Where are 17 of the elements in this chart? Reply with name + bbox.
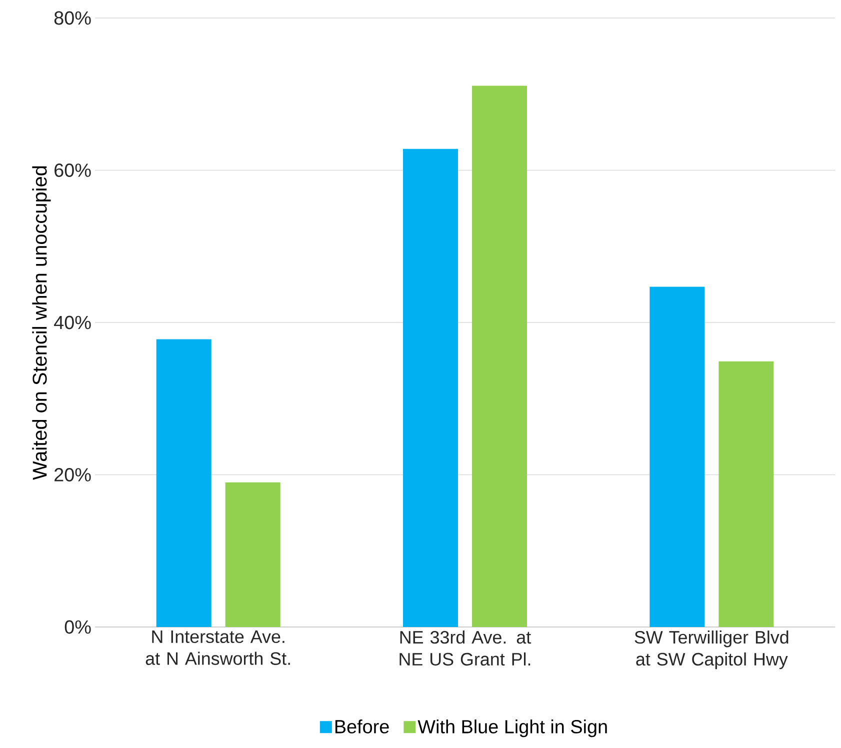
- legend-label: Before: [335, 720, 389, 734]
- x-tick-label: NE 33rd Ave. at NE US Grant Pl.: [400, 630, 531, 666]
- bar: [403, 148, 458, 627]
- bar: [156, 339, 212, 627]
- bar: [718, 361, 774, 627]
- y-tick-label: 20%: [54, 468, 91, 482]
- x-tick-label: SW Terwilliger Blvd at SW Capitol Hwy: [634, 630, 788, 670]
- y-tick-label: 60%: [54, 164, 91, 177]
- y-axis-title: Waited on Stencil when unoccupied: [32, 166, 51, 480]
- x-tick-label: N Interstate Ave. at N Ainsworth St.: [146, 630, 290, 665]
- bar: [225, 482, 280, 627]
- bar: [472, 86, 528, 627]
- y-tick-label: 80%: [54, 11, 91, 25]
- bar: [650, 286, 705, 627]
- legend-label: With Blue Light in Sign: [418, 719, 607, 738]
- y-tick-label: 0%: [64, 620, 91, 634]
- y-tick-label: 40%: [54, 316, 91, 330]
